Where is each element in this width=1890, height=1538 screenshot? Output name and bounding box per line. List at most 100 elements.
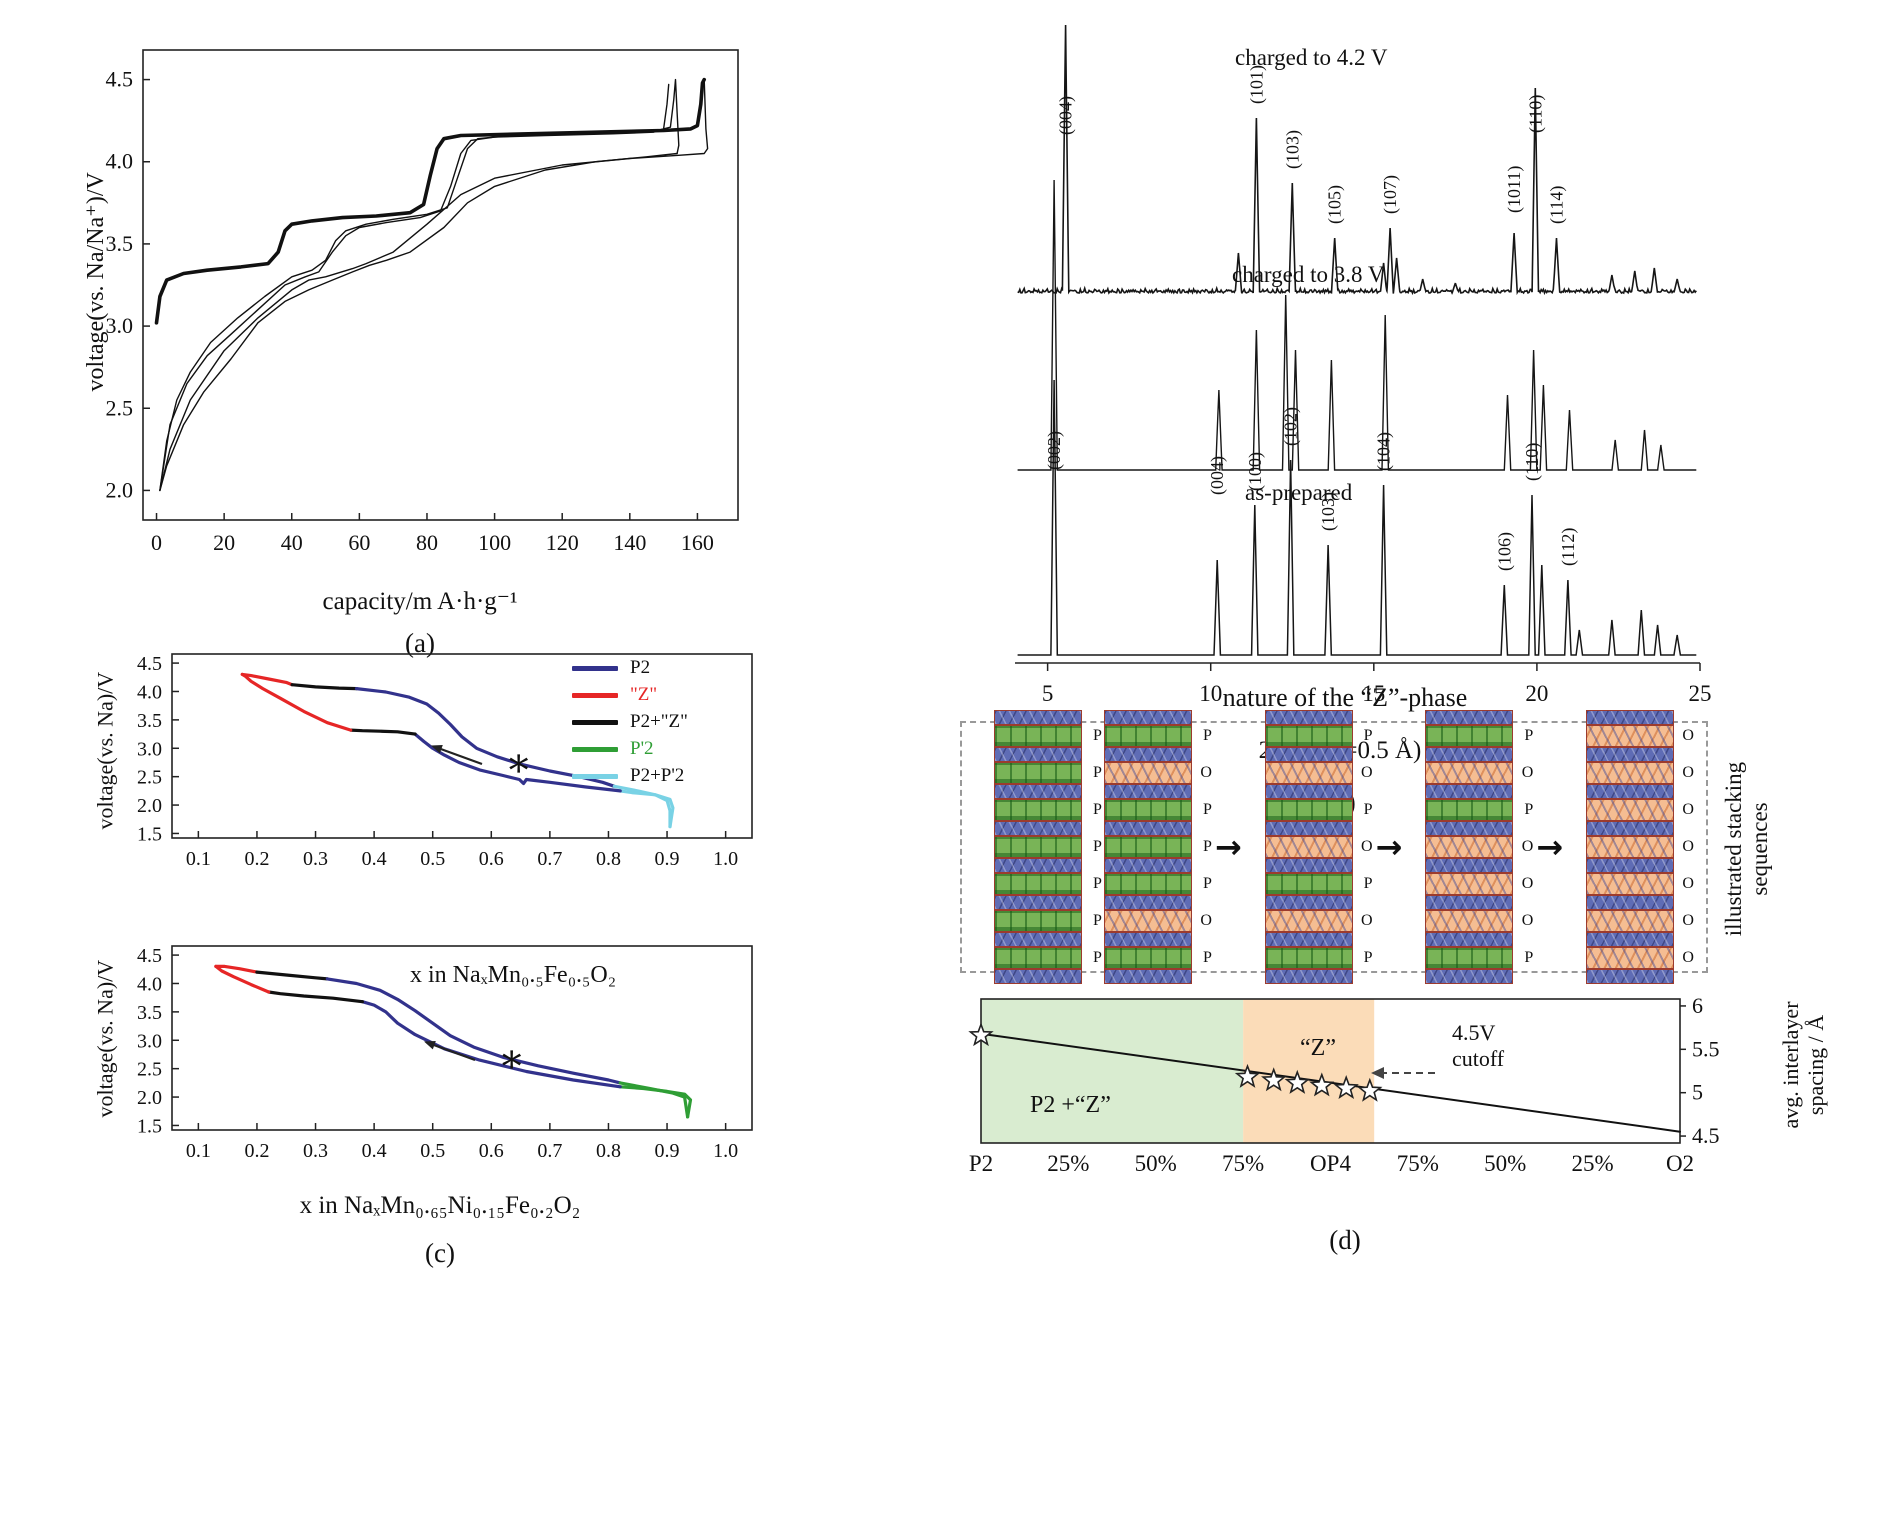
layer-stacking-label: P	[1093, 727, 1102, 744]
x-tick-label: 0.7	[537, 1140, 562, 1162]
layer-stacking-label: O	[1361, 838, 1373, 855]
y-tick-label: 5	[1692, 1080, 1703, 1105]
series-line	[159, 152, 678, 492]
layer-stacking-label: P	[1202, 801, 1212, 818]
layer-stacking-label: O	[1200, 912, 1212, 929]
y-tick-label: 4.0	[106, 149, 134, 174]
o-layer-block: O	[1585, 762, 1694, 784]
tm-slab	[1585, 747, 1674, 762]
panel-d: nature of the “Z”-phase P P P P P P P P O P P P O P → P…	[940, 675, 1890, 1275]
y-tick-label: 2.0	[137, 1087, 162, 1109]
layer-stacking-label: P	[1093, 875, 1102, 892]
x-tick-label: 75%	[1397, 1151, 1439, 1176]
layer-stacking-label: P	[1093, 764, 1102, 781]
series-line	[413, 732, 622, 793]
a-x-axis-label: capacity/m A·h·g⁻¹	[322, 588, 518, 615]
tm-slab	[993, 895, 1082, 910]
o-layer-block: O	[1585, 725, 1694, 747]
x-tick-label: 0.2	[244, 1140, 269, 1162]
voltage-capacity-chart: 0 20 40 60 80 100 120 140 160 2.0 2.5 3.0 3.5 4.0 4.5	[106, 49, 739, 555]
legend-label: P2+P'2	[630, 765, 685, 786]
p-layer-block: P	[1425, 799, 1533, 821]
legend-item: P2+P'2	[572, 765, 757, 786]
trace-label-as-prepared: as-prepared	[1245, 480, 1353, 505]
peak-label: (103)	[1282, 130, 1303, 169]
layer-stacking-label: O	[1521, 912, 1534, 929]
d-title: nature of the “Z”-phase	[1222, 683, 1468, 712]
y-tick-label: 2.5	[106, 395, 134, 420]
tm-slab	[1425, 969, 1514, 984]
p-layer-block: P	[1103, 799, 1212, 821]
layer-stacking-label: O	[1682, 727, 1694, 744]
xrd-chart: (002) (004) (100) (102) (103) (104) (106) (110)…	[1015, 24, 1712, 706]
layer-stacking-label: P	[1093, 949, 1102, 966]
x-tick-label: 0.8	[596, 1140, 621, 1162]
series-line	[267, 990, 364, 1004]
layer-stacking-label: P	[1363, 727, 1373, 744]
y-tick-label: 2.5	[137, 1059, 162, 1081]
y-tick-label: 4.0	[137, 681, 162, 703]
o-layer-block: O	[1264, 910, 1373, 932]
series-line	[618, 1085, 693, 1119]
o-layer-block: O	[1103, 762, 1212, 784]
legend: P2 "Z" P2+"Z" P'2 P2+P'2	[572, 657, 757, 786]
tm-slab	[1425, 784, 1514, 799]
c1-plot-layer: 0.1 0.2 0.3 0.4 0.5 0.6 0.7 0.8 0.9 1.0 1.5 2.0 2.5 3…	[137, 653, 753, 870]
legend-swatch	[572, 719, 618, 725]
peak-label: (1011)	[1504, 166, 1525, 213]
o-layer-block: O	[1425, 836, 1533, 858]
layer-stacking-label: O	[1682, 912, 1694, 929]
tm-slab	[993, 932, 1082, 947]
series-line	[618, 1081, 690, 1119]
star-marker	[1284, 1069, 1310, 1094]
a-plot-layer: 0 20 40 60 80 100 120 140 160 2.0 2.5 3.0 3.5 4.0 4.5	[106, 49, 739, 555]
c1-annotation-layer: ∗	[431, 740, 532, 785]
legend-item: "Z"	[572, 684, 757, 705]
d-annotation-layer	[1371, 1067, 1435, 1079]
peak-label: (104)	[1374, 432, 1395, 471]
tm-slab	[993, 969, 1082, 984]
transition-arrow-icon: →	[1214, 828, 1242, 866]
tm-slab	[1264, 784, 1353, 799]
p-layer-block: P	[993, 836, 1102, 858]
tm-slab	[1264, 858, 1353, 873]
tm-slab	[993, 747, 1082, 762]
layer-stacking-label: O	[1361, 912, 1373, 929]
x-tick-label: 0.4	[362, 1140, 387, 1162]
x-tick-label: 25%	[1047, 1151, 1089, 1176]
o-layer-block: O	[1585, 873, 1694, 895]
y-tick-label: 5.5	[1692, 1036, 1720, 1061]
c2-x-axis-label: x in NaₓMn₀.₆₅Ni₀.₁₅Fe₀.₂O₂	[299, 1192, 581, 1219]
legend-label: "Z"	[630, 684, 658, 705]
c2-y-axis-label: voltage(vs. Na)/V	[92, 959, 118, 1118]
x-tick-label: 160	[681, 530, 714, 555]
o-layer-block: O	[1425, 910, 1533, 932]
layer-stacking-label: P	[1093, 912, 1102, 929]
legend-item: P'2	[572, 738, 757, 759]
o-layer-block: O	[1425, 762, 1533, 784]
tm-slab	[1585, 895, 1674, 910]
layer-stacking-label: P	[1524, 801, 1534, 818]
y-tick-label: 4.5	[137, 653, 162, 675]
layer-stacking-label: O	[1200, 764, 1212, 781]
star-marker	[1333, 1074, 1359, 1100]
phase-region	[1243, 999, 1375, 1143]
x-tick-label: 50%	[1135, 1151, 1177, 1176]
x-tick-label: 100	[478, 530, 511, 555]
b-plot-layer: (002) (004) (100) (102) (103) (104) (106) (110)…	[1015, 24, 1712, 706]
tm-slab	[1585, 969, 1674, 984]
p-layer-block: P	[1264, 725, 1373, 747]
o-layer-block: O	[1264, 836, 1373, 858]
y-tick-label: 6	[1692, 993, 1703, 1018]
x-tick-label: 40	[281, 530, 303, 555]
caption-a: (a)	[405, 628, 435, 658]
star-marker	[1309, 1072, 1335, 1097]
x-tick-label: 0.1	[186, 848, 211, 870]
tm-slab	[1425, 710, 1514, 725]
x-tick-label: 15	[1362, 681, 1385, 706]
series-line	[159, 78, 680, 492]
series-line	[214, 964, 271, 994]
transition-arrow-icon: →	[1536, 828, 1563, 866]
plot-frame	[142, 49, 739, 521]
tm-slab	[1103, 747, 1192, 762]
